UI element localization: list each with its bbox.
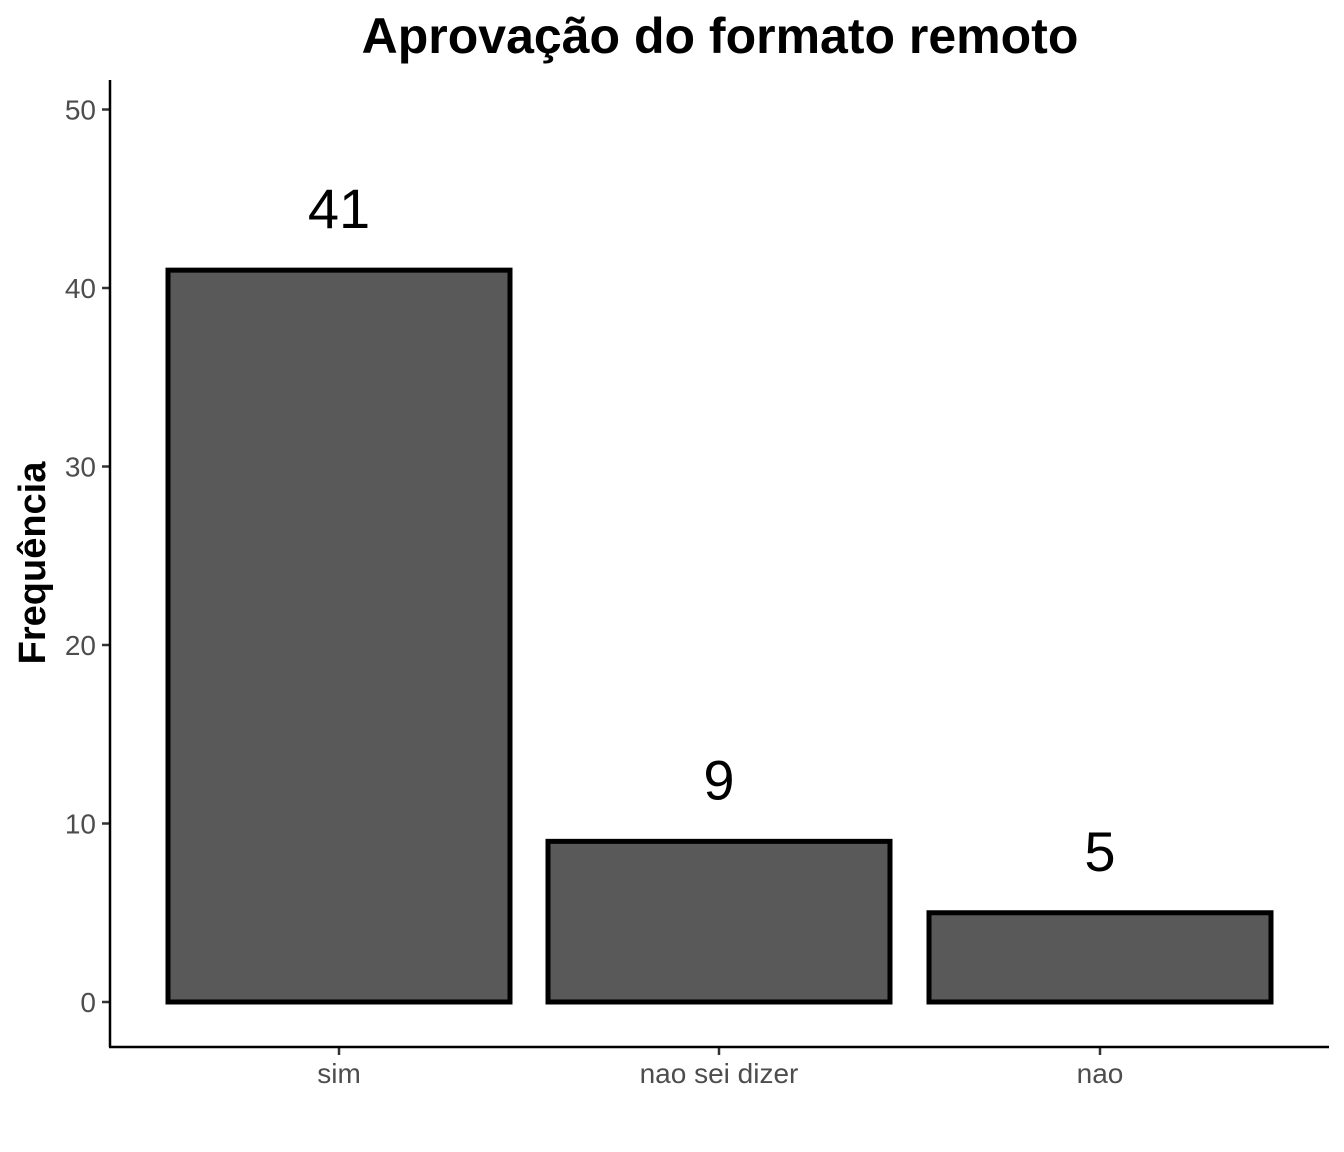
data-label: 41 (308, 177, 370, 240)
bars-layer (165, 267, 1274, 1005)
x-tick-label: sim (317, 1058, 361, 1089)
y-tick-label: 20 (65, 630, 96, 661)
y-tick-label: 30 (65, 452, 96, 483)
bar-sim (165, 267, 513, 1005)
data-label: 5 (1084, 820, 1115, 883)
y-tick-label: 10 (65, 809, 96, 840)
chart-title: Aprovação do formato remoto (362, 8, 1079, 64)
y-tick-label: 40 (65, 273, 96, 304)
y-axis-label: Frequência (12, 461, 54, 665)
x-tick-label: nao (1077, 1058, 1124, 1089)
y-axis-ticks: 0 10 20 30 40 50 (65, 95, 110, 1018)
x-tick-label: nao sei dizer (640, 1058, 799, 1089)
y-tick-label: 0 (80, 987, 96, 1018)
bar-nao-sei-dizer (545, 838, 893, 1005)
bar-nao (926, 910, 1274, 1005)
data-labels-layer: 41 9 5 (308, 177, 1116, 883)
y-tick-label: 50 (65, 95, 96, 126)
data-label: 9 (703, 748, 734, 811)
x-axis-ticks: sim nao sei dizer nao (317, 1047, 1123, 1089)
